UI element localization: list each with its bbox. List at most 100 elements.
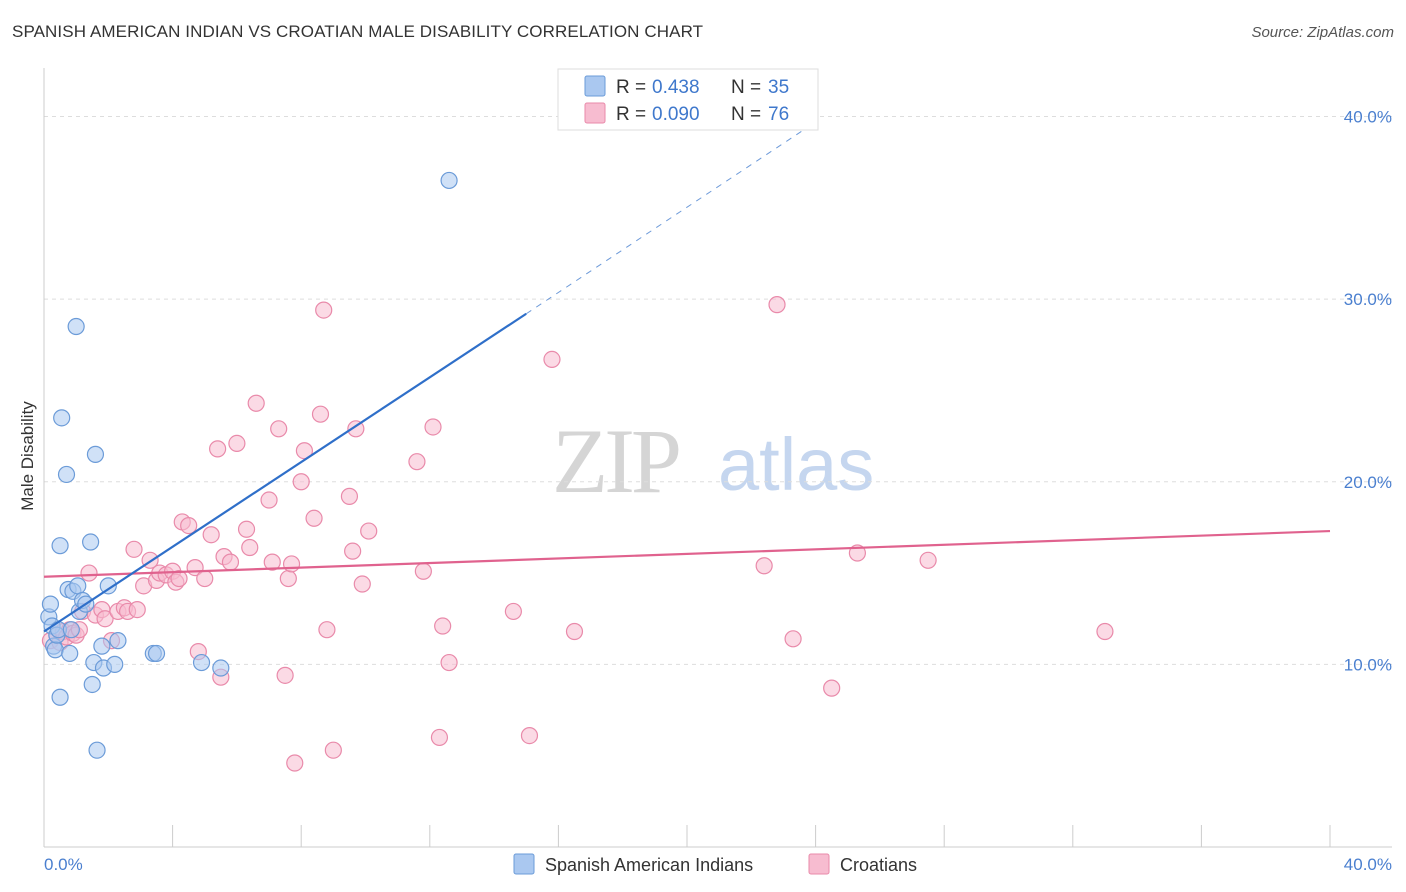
- stats-legend: R = 0.438 N = 35 R = 0.090 N = 76: [557, 68, 819, 131]
- spanish-american-indians-point-34: [440, 171, 458, 190]
- chart-title: SPANISH AMERICAN INDIAN VS CROATIAN MALE…: [12, 22, 704, 41]
- series-legend-label-pink[interactable]: Croatians: [840, 855, 917, 875]
- series-legend-swatch-blue[interactable]: [513, 853, 535, 875]
- spanish-american-indians-point-8: [53, 409, 71, 427]
- spanish-american-indians-point-7: [51, 537, 69, 555]
- croatians-point-71: [755, 557, 773, 575]
- series-legend: Spanish American Indians Croatians: [513, 853, 917, 875]
- y-tick-labels: 10.0% 20.0% 30.0% 40.0%: [1344, 108, 1392, 675]
- croatians-point-55: [324, 741, 342, 759]
- croatians-point-44: [270, 420, 288, 438]
- spanish-american-indians-point-29: [109, 632, 127, 650]
- croatians-point-38: [228, 434, 246, 453]
- gridlines: [44, 116, 1392, 665]
- y-tick-label-10: 10.0%: [1344, 655, 1392, 674]
- croatians-point-70: [565, 622, 584, 641]
- croatians-point-58: [347, 420, 365, 438]
- stats-legend-r-value-pink: 0.090: [652, 104, 700, 125]
- y-axis-label: Male Disability: [18, 401, 37, 511]
- spanish-american-indians-point-21: [83, 675, 101, 694]
- series-legend-label-blue[interactable]: Spanish American Indians: [545, 855, 753, 875]
- croatians-point-64: [430, 728, 449, 747]
- croatians-point-65: [434, 617, 452, 635]
- croatians-points: [41, 296, 1114, 772]
- stats-legend-n-value-blue: 35: [768, 77, 789, 98]
- croatians-point-68: [520, 727, 539, 745]
- x-ticks: [43, 825, 1331, 847]
- croatians-point-46: [279, 569, 297, 588]
- croatians-point-41: [247, 394, 265, 412]
- spanish-american-indians-point-12: [61, 644, 79, 663]
- trend-lines: [43, 121, 1331, 633]
- croatians-point-76: [1096, 622, 1114, 641]
- croatians-point-18: [125, 540, 143, 558]
- croatians-point-66: [440, 653, 458, 672]
- spanish-american-indians-point-31: [147, 644, 166, 663]
- stats-legend-n-value-pink: 76: [768, 104, 789, 125]
- spanish-american-indians-point-10: [57, 465, 76, 484]
- stats-legend-n-label-pink: N =: [731, 104, 761, 125]
- stats-legend-r-label-pink: R =: [616, 104, 646, 125]
- croatians-point-29: [180, 516, 198, 535]
- x-tick-label-max: 40.0%: [1344, 855, 1392, 874]
- series-legend-swatch-pink[interactable]: [808, 853, 830, 875]
- croatians-point-69: [543, 350, 561, 369]
- spanish-american-indians-point-27: [99, 577, 117, 595]
- croatians-point-33: [202, 526, 220, 544]
- croatians-point-48: [286, 754, 304, 772]
- stats-legend-swatch-blue: [584, 75, 606, 97]
- spanish-american-indians-point-24: [88, 741, 106, 759]
- croatians-point-56: [340, 487, 359, 505]
- croatians-point-60: [360, 522, 378, 540]
- spanish-american-indians-trend-line: [43, 312, 527, 633]
- croatians-point-37: [221, 553, 240, 571]
- croatians-point-39: [237, 520, 256, 538]
- stats-legend-n-label-blue: N =: [731, 77, 761, 98]
- stats-legend-swatch-pink: [584, 102, 606, 124]
- croatians-point-32: [196, 569, 214, 588]
- spanish-american-indians-trend-extension: [525, 121, 816, 315]
- stats-legend-r-label-blue: R =: [616, 77, 646, 98]
- y-tick-label-30: 30.0%: [1344, 290, 1392, 309]
- croatians-point-63: [424, 418, 442, 436]
- croatians-point-10: [80, 564, 98, 582]
- croatians-point-67: [504, 602, 522, 621]
- croatians-point-40: [241, 538, 259, 557]
- croatians-point-53: [315, 301, 333, 319]
- croatians-point-43: [263, 553, 281, 571]
- croatians-point-45: [276, 666, 294, 684]
- spanish-american-indians-point-16: [69, 577, 87, 595]
- spanish-american-indians-points: [40, 171, 458, 759]
- croatians-point-54: [318, 621, 336, 639]
- croatians-point-52: [311, 405, 330, 423]
- spanish-american-indians-point-28: [106, 655, 124, 673]
- croatians-point-73: [823, 679, 841, 697]
- source-label: Source: ZipAtlas.com: [1251, 24, 1394, 41]
- x-tick-label-min: 0.0%: [44, 855, 83, 874]
- croatians-point-42: [260, 491, 278, 509]
- spanish-american-indians-point-9: [51, 688, 69, 706]
- croatians-point-51: [305, 509, 323, 527]
- spanish-american-indians-point-15: [67, 317, 85, 336]
- spanish-american-indians-point-25: [93, 637, 111, 655]
- stats-legend-r-value-blue: 0.438: [652, 77, 700, 98]
- croatians-point-59: [353, 575, 371, 593]
- croatians-point-47: [282, 555, 301, 573]
- croatians-point-77: [768, 296, 786, 314]
- watermark-atlas: atlas: [718, 423, 874, 506]
- croatians-point-27: [170, 569, 188, 588]
- spanish-american-indians-point-32: [192, 653, 211, 672]
- croatians-point-49: [292, 473, 310, 491]
- spanish-american-indians-point-4: [46, 641, 64, 659]
- croatians-point-13: [96, 610, 114, 628]
- croatians-point-19: [128, 600, 146, 619]
- spanish-american-indians-point-23: [86, 445, 105, 463]
- spanish-american-indians-point-33: [212, 659, 230, 677]
- watermark-zip: ZIP: [552, 410, 679, 512]
- croatians-point-61: [408, 453, 426, 471]
- spanish-american-indians-point-13: [62, 621, 80, 639]
- spanish-american-indians-point-1: [41, 595, 60, 613]
- croatians-trend-line: [43, 529, 1331, 578]
- y-tick-label-20: 20.0%: [1344, 473, 1392, 492]
